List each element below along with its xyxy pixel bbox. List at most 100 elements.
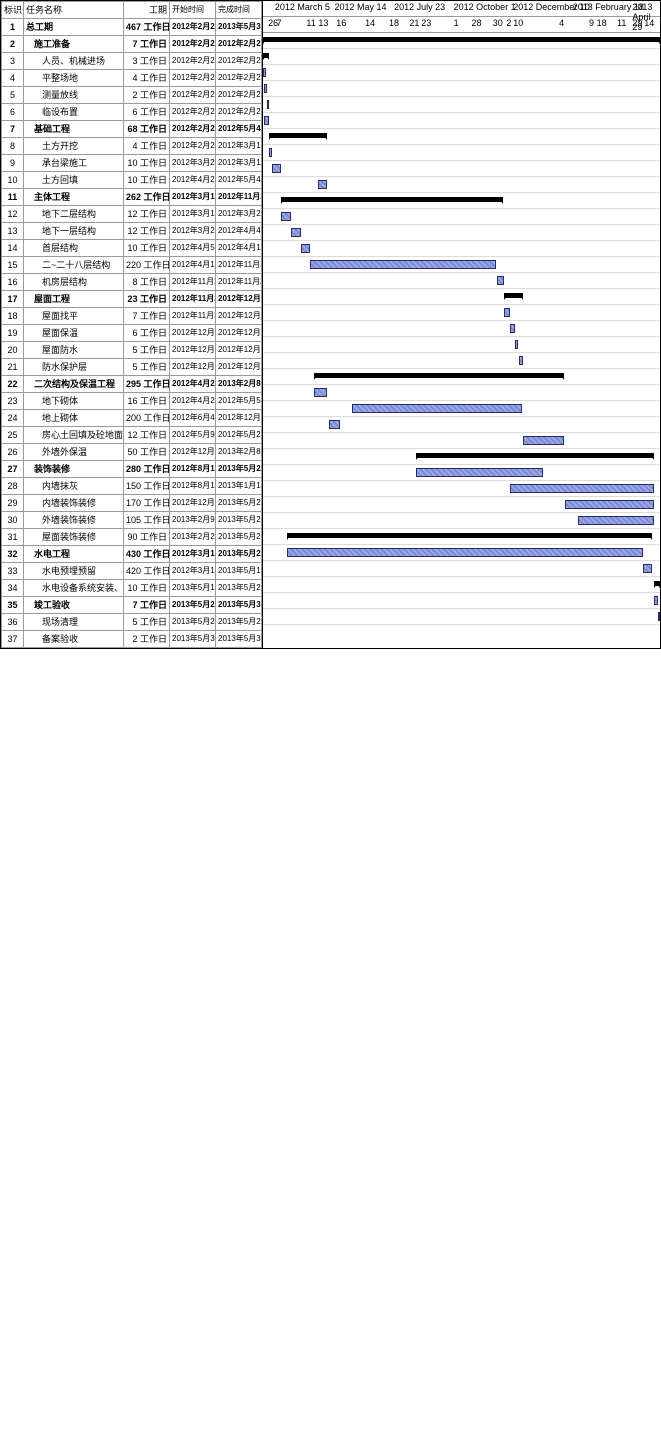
table-row: 27装饰装修280 工作日2012年8月18日2013年5月24日 (2, 461, 262, 478)
cell-end: 2012年2月26日 (216, 104, 262, 121)
task-bar (269, 148, 272, 157)
cell-dur: 12 工作日 (124, 427, 170, 444)
week-label: 10 (513, 18, 523, 28)
summary-bar (281, 197, 503, 202)
cell-start: 2012年6月4日 (170, 410, 216, 427)
cell-id: 13 (2, 223, 24, 240)
cell-start: 2013年5月25日 (170, 597, 216, 614)
cell-dur: 10 工作日 (124, 240, 170, 257)
cell-id: 37 (2, 631, 24, 648)
task-bar (416, 468, 543, 477)
cell-end: 2012年12月16日 (216, 342, 262, 359)
cell-dur: 3 工作日 (124, 53, 170, 70)
task-bar (519, 356, 522, 365)
table-row: 33水电预埋预留420 工作日2012年3月19日2013年5月12日 (2, 563, 262, 580)
cell-id: 15 (2, 257, 24, 274)
cell-dur: 6 工作日 (124, 325, 170, 342)
cell-start: 2012年4月20日 (170, 376, 216, 393)
week-label: 9 (589, 18, 594, 28)
cell-id: 7 (2, 121, 24, 138)
cell-dur: 23 工作日 (124, 291, 170, 308)
task-bar (565, 500, 654, 509)
cell-name: 土方开挖 (24, 138, 124, 155)
week-label: 14 (365, 18, 375, 28)
cell-id: 14 (2, 240, 24, 257)
table-row: 35竣工验收7 工作日2013年5月25日2013年5月31日 (2, 597, 262, 614)
table-row: 13地下一层结构12 工作日2012年3月24日2012年4月4日 (2, 223, 262, 240)
cell-dur: 12 工作日 (124, 206, 170, 223)
cell-name: 水电设备系统安装、调试 (24, 580, 124, 597)
cell-name: 内墙装饰装修 (24, 495, 124, 512)
week-label: 11 (306, 18, 315, 28)
table-row: 36现场清理5 工作日2013年5月25日2013年5月29日 (2, 614, 262, 631)
cell-start: 2012年5月9日 (170, 427, 216, 444)
task-bar (267, 100, 269, 109)
month-label: 2012 March 5 (275, 2, 330, 12)
cell-start: 2012年4月15日 (170, 257, 216, 274)
cell-name: 竣工验收 (24, 597, 124, 614)
cell-id: 17 (2, 291, 24, 308)
cell-id: 31 (2, 529, 24, 546)
cell-id: 6 (2, 104, 24, 121)
cell-id: 29 (2, 495, 24, 512)
month-label: 2012 July 23 (394, 2, 445, 12)
cell-start: 2012年11月29日 (170, 291, 216, 308)
cell-name: 水电预埋预留 (24, 563, 124, 580)
week-label: 7 (277, 18, 282, 28)
cell-dur: 295 工作日 (124, 376, 170, 393)
timeline-header: 2012 March 52012 May 142012 July 232012 … (263, 1, 660, 33)
table-row: 26外墙外保温50 工作日2012年12月21日2013年2月8日 (2, 444, 262, 461)
cell-start: 2013年5月13日 (170, 580, 216, 597)
task-bar (272, 164, 281, 173)
cell-end: 2012年12月21日 (216, 291, 262, 308)
cell-id: 12 (2, 206, 24, 223)
cell-start: 2012年4月20日 (170, 393, 216, 410)
week-label: 16 (336, 18, 346, 28)
cell-id: 28 (2, 478, 24, 495)
table-row: 23地下砌体16 工作日2012年4月20日2012年5月5日 (2, 393, 262, 410)
cell-start: 2012年2月21日 (170, 70, 216, 87)
cell-start: 2012年2月21日 (170, 104, 216, 121)
cell-dur: 50 工作日 (124, 444, 170, 461)
task-bar (314, 388, 327, 397)
week-label: 1 (454, 18, 459, 28)
cell-end: 2012年2月26日 (216, 87, 262, 104)
cell-name: 临设布置 (24, 104, 124, 121)
cell-name: 内墙抹灰 (24, 478, 124, 495)
cell-start: 2012年2月27日 (170, 121, 216, 138)
summary-bar (287, 533, 652, 538)
task-bar (318, 180, 327, 189)
cell-name: 外墙外保温 (24, 444, 124, 461)
cell-id: 23 (2, 393, 24, 410)
week-label: 28 (472, 18, 482, 28)
cell-id: 5 (2, 87, 24, 104)
table-row: 9承台梁施工10 工作日2012年3月2日2012年3月11日 (2, 155, 262, 172)
table-row: 24地上砌体200 工作日2012年6月4日2012年12月20日 (2, 410, 262, 427)
cell-dur: 4 工作日 (124, 138, 170, 155)
task-bar (510, 324, 515, 333)
cell-dur: 420 工作日 (124, 563, 170, 580)
cell-end: 2013年2月8日 (216, 376, 262, 393)
cell-name: 水电工程 (24, 546, 124, 563)
gantt-chart-pane: 2012 March 52012 May 142012 July 232012 … (263, 1, 660, 648)
cell-end: 2012年12月20日 (216, 410, 262, 427)
cell-start: 2012年3月24日 (170, 223, 216, 240)
cell-name: 屋面找平 (24, 308, 124, 325)
task-bar (264, 84, 267, 93)
table-row: 8土方开挖4 工作日2012年2月27日2012年3月1日 (2, 138, 262, 155)
cell-end: 2013年5月24日 (216, 495, 262, 512)
cell-end: 2013年5月12日 (216, 563, 262, 580)
table-row: 6临设布置6 工作日2012年2月21日2012年2月26日 (2, 104, 262, 121)
task-bar (578, 516, 654, 525)
cell-id: 10 (2, 172, 24, 189)
cell-name: 屋面防水 (24, 342, 124, 359)
cell-name: 防水保护层 (24, 359, 124, 376)
cell-name: 装饰装修 (24, 461, 124, 478)
cell-name: 人员、机械进场 (24, 53, 124, 70)
cell-dur: 150 工作日 (124, 478, 170, 495)
cell-dur: 5 工作日 (124, 359, 170, 376)
cell-name: 主体工程 (24, 189, 124, 206)
cell-start: 2012年12月12日 (170, 342, 216, 359)
cell-start: 2013年2月24日 (170, 529, 216, 546)
table-row: 37备案验收2 工作日2013年5月30日2013年5月31日 (2, 631, 262, 648)
